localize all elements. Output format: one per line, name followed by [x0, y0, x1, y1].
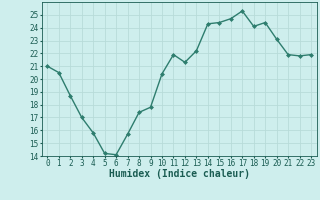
X-axis label: Humidex (Indice chaleur): Humidex (Indice chaleur) — [109, 169, 250, 179]
